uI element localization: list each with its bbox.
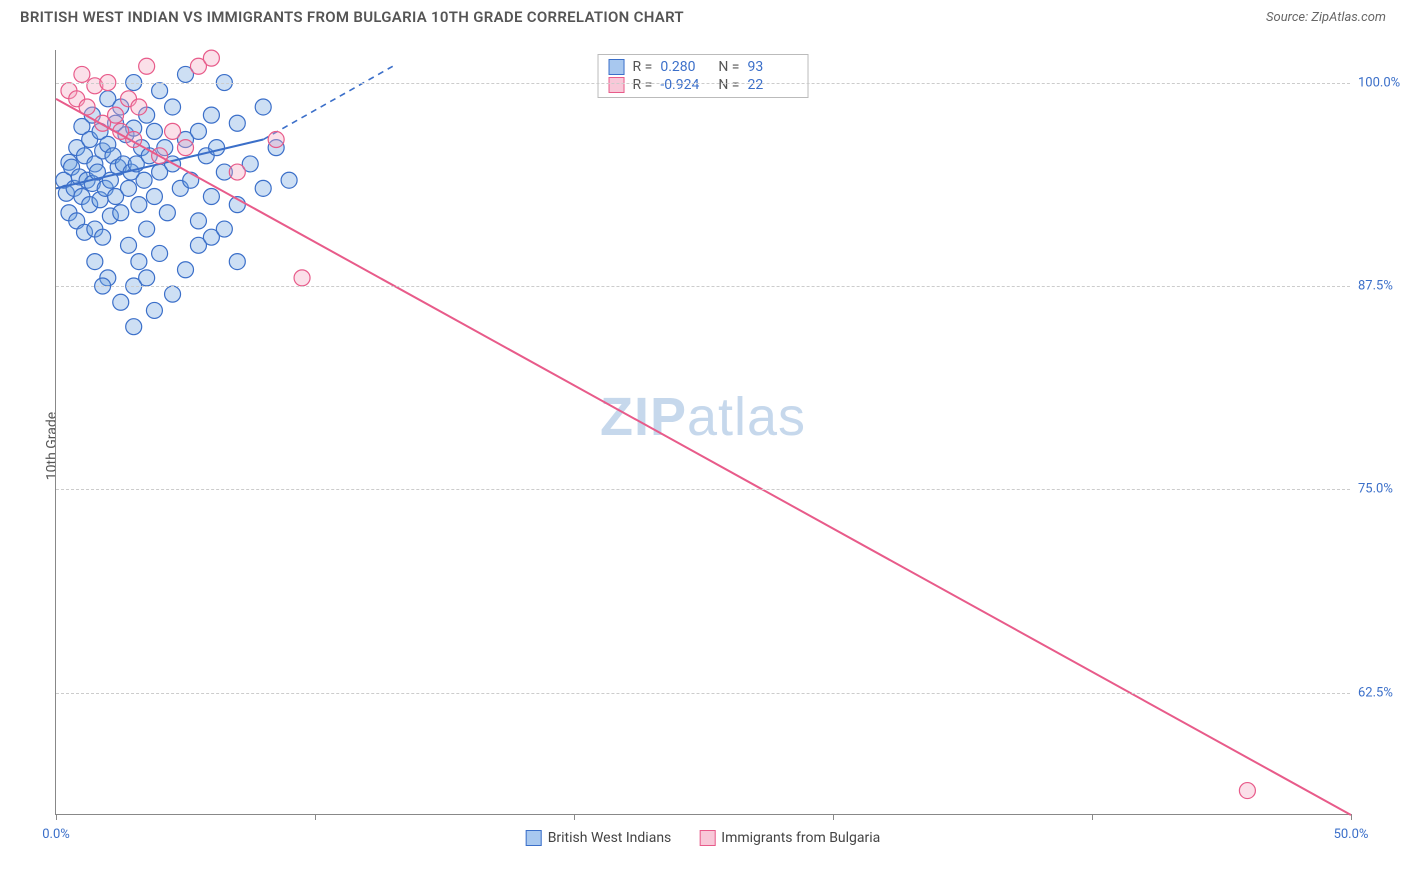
y-tick-label: 100.0% xyxy=(1358,75,1406,90)
swatch-blue xyxy=(609,59,625,75)
data-point-blue xyxy=(203,107,219,123)
data-point-blue xyxy=(146,188,162,204)
data-point-pink xyxy=(294,270,310,286)
data-point-blue xyxy=(113,205,129,221)
x-tick-label: 50.0% xyxy=(1334,827,1369,842)
data-point-pink xyxy=(165,123,181,139)
data-point-blue xyxy=(139,270,155,286)
data-point-blue xyxy=(183,172,199,188)
data-point-blue xyxy=(190,123,206,139)
y-tick-label: 75.0% xyxy=(1358,482,1406,497)
n-label-2: N = xyxy=(718,77,739,93)
trend-line-dash-blue xyxy=(263,66,393,139)
n-value-pink: 22 xyxy=(747,77,797,93)
data-point-blue xyxy=(126,319,142,335)
legend-item-blue: British West Indians xyxy=(526,830,672,846)
data-point-blue xyxy=(209,140,225,156)
swatch-pink-2 xyxy=(699,830,715,846)
x-tick xyxy=(56,814,57,820)
data-point-blue xyxy=(146,302,162,318)
legend-bottom: British West Indians Immigrants from Bul… xyxy=(526,830,881,846)
gridline-h xyxy=(56,693,1350,694)
gridline-h xyxy=(56,83,1350,84)
legend-item-pink: Immigrants from Bulgaria xyxy=(699,830,880,846)
data-point-blue xyxy=(152,245,168,261)
data-point-pink xyxy=(108,107,124,123)
n-label: N = xyxy=(718,59,739,75)
data-point-blue xyxy=(165,286,181,302)
data-point-blue xyxy=(255,180,271,196)
data-point-blue xyxy=(136,172,152,188)
title-bar: BRITISH WEST INDIAN VS IMMIGRANTS FROM B… xyxy=(0,0,1406,30)
data-point-pink xyxy=(139,58,155,74)
x-tick xyxy=(1092,814,1093,820)
data-point-blue xyxy=(159,205,175,221)
data-point-blue xyxy=(95,229,111,245)
legend-stats-row-pink: R = -0.924 N = 22 xyxy=(609,77,798,93)
data-point-blue xyxy=(229,254,245,270)
data-point-pink xyxy=(74,66,90,82)
data-point-blue xyxy=(178,262,194,278)
data-point-blue xyxy=(190,213,206,229)
legend-stats-box: R = 0.280 N = 93 R = -0.924 N = 22 xyxy=(598,54,809,98)
r-label: R = xyxy=(633,59,653,75)
data-point-blue xyxy=(203,188,219,204)
r-value-pink: -0.924 xyxy=(660,77,710,93)
data-point-blue xyxy=(131,254,147,270)
swatch-blue-2 xyxy=(526,830,542,846)
data-point-blue xyxy=(165,99,181,115)
data-point-blue xyxy=(113,294,129,310)
data-point-blue xyxy=(281,172,297,188)
data-point-blue xyxy=(121,180,137,196)
legend-stats-row-blue: R = 0.280 N = 93 xyxy=(609,59,798,75)
data-point-blue xyxy=(131,197,147,213)
n-value-blue: 93 xyxy=(747,59,797,75)
data-point-blue xyxy=(121,237,137,253)
x-tick xyxy=(315,814,316,820)
x-tick xyxy=(574,814,575,820)
chart-plot-area: ZIPatlas R = 0.280 N = 93 R = -0.924 N =… xyxy=(55,50,1350,815)
data-point-pink xyxy=(268,132,284,148)
r-value-blue: 0.280 xyxy=(660,59,710,75)
data-point-blue xyxy=(139,221,155,237)
x-tick-label: 0.0% xyxy=(42,827,70,842)
gridline-h xyxy=(56,286,1350,287)
legend-label-blue: British West Indians xyxy=(548,830,672,846)
r-label-2: R = xyxy=(633,77,653,93)
gridline-h xyxy=(56,489,1350,490)
data-point-blue xyxy=(87,254,103,270)
data-point-blue xyxy=(229,115,245,131)
data-point-pink xyxy=(203,50,219,66)
swatch-pink xyxy=(609,77,625,93)
trend-line-pink xyxy=(56,99,1351,815)
data-point-blue xyxy=(216,221,232,237)
data-point-pink xyxy=(131,99,147,115)
data-point-blue xyxy=(152,83,168,99)
data-point-pink xyxy=(229,164,245,180)
x-tick xyxy=(1351,814,1352,820)
source-label: Source: ZipAtlas.com xyxy=(1266,10,1386,25)
data-point-pink xyxy=(178,140,194,156)
data-point-pink xyxy=(1239,783,1255,799)
chart-title: BRITISH WEST INDIAN VS IMMIGRANTS FROM B… xyxy=(20,8,684,26)
y-tick-label: 62.5% xyxy=(1358,685,1406,700)
data-point-blue xyxy=(255,99,271,115)
y-tick-label: 87.5% xyxy=(1358,279,1406,294)
data-point-blue xyxy=(146,123,162,139)
scatter-svg xyxy=(56,50,1350,814)
x-tick xyxy=(833,814,834,820)
legend-label-pink: Immigrants from Bulgaria xyxy=(721,830,880,846)
